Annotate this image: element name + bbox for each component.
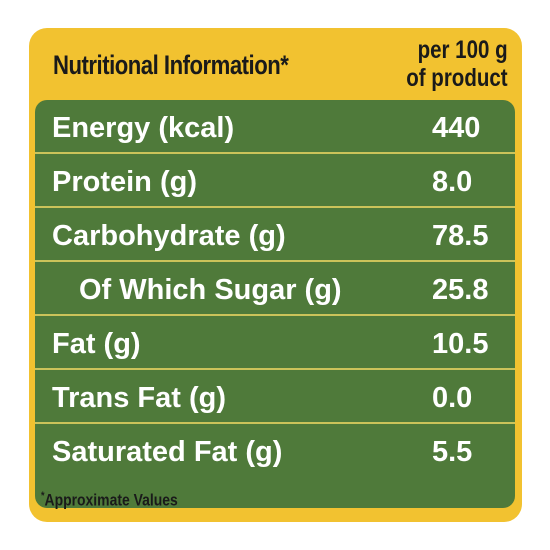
nutrition-label-card: Nutritional Information* per 100 g of pr…: [29, 28, 522, 522]
nutrient-label: Protein (g): [52, 166, 197, 198]
nutrient-value: 25.8: [432, 274, 489, 306]
footnote-marker: *: [41, 490, 45, 502]
footnote: *Approximate Values: [41, 490, 178, 511]
serving-basis-line1: per 100 g: [417, 36, 508, 64]
nutrient-label: Of Which Sugar (g): [79, 274, 342, 306]
nutrient-label: Trans Fat (g): [52, 382, 227, 414]
nutrient-label: Energy (kcal): [52, 112, 235, 144]
label-header: Nutritional Information* per 100 g of pr…: [29, 28, 522, 98]
serving-basis-line2: of product: [406, 64, 508, 92]
nutrient-value: 8.0: [432, 166, 473, 198]
nutrient-value: 10.5: [432, 328, 489, 360]
footnote-text: Approximate Values: [44, 490, 178, 510]
table-row: Energy (kcal) 440: [35, 100, 515, 154]
nutrient-value: 78.5: [432, 220, 489, 252]
table-row: Protein (g) 8.0: [35, 154, 515, 208]
table-row: Trans Fat (g) 0.0: [35, 370, 515, 424]
nutrition-table: Energy (kcal) 440 Protein (g) 8.0 Carboh…: [35, 100, 515, 508]
nutrient-label: Fat (g): [52, 328, 141, 360]
nutrient-label: Carbohydrate (g): [52, 220, 286, 252]
nutrient-value: 5.5: [432, 436, 473, 468]
nutrient-value: 0.0: [432, 382, 473, 414]
table-row: Saturated Fat (g) 5.5: [35, 424, 515, 484]
label-title: Nutritional Information*: [53, 50, 289, 80]
serving-basis: per 100 g of product: [407, 36, 508, 92]
table-row: Of Which Sugar (g) 25.8: [35, 262, 515, 316]
table-row: Carbohydrate (g) 78.5: [35, 208, 515, 262]
nutrient-value: 440: [432, 112, 481, 144]
table-row: Fat (g) 10.5: [35, 316, 515, 370]
nutrient-label: Saturated Fat (g): [52, 436, 283, 468]
